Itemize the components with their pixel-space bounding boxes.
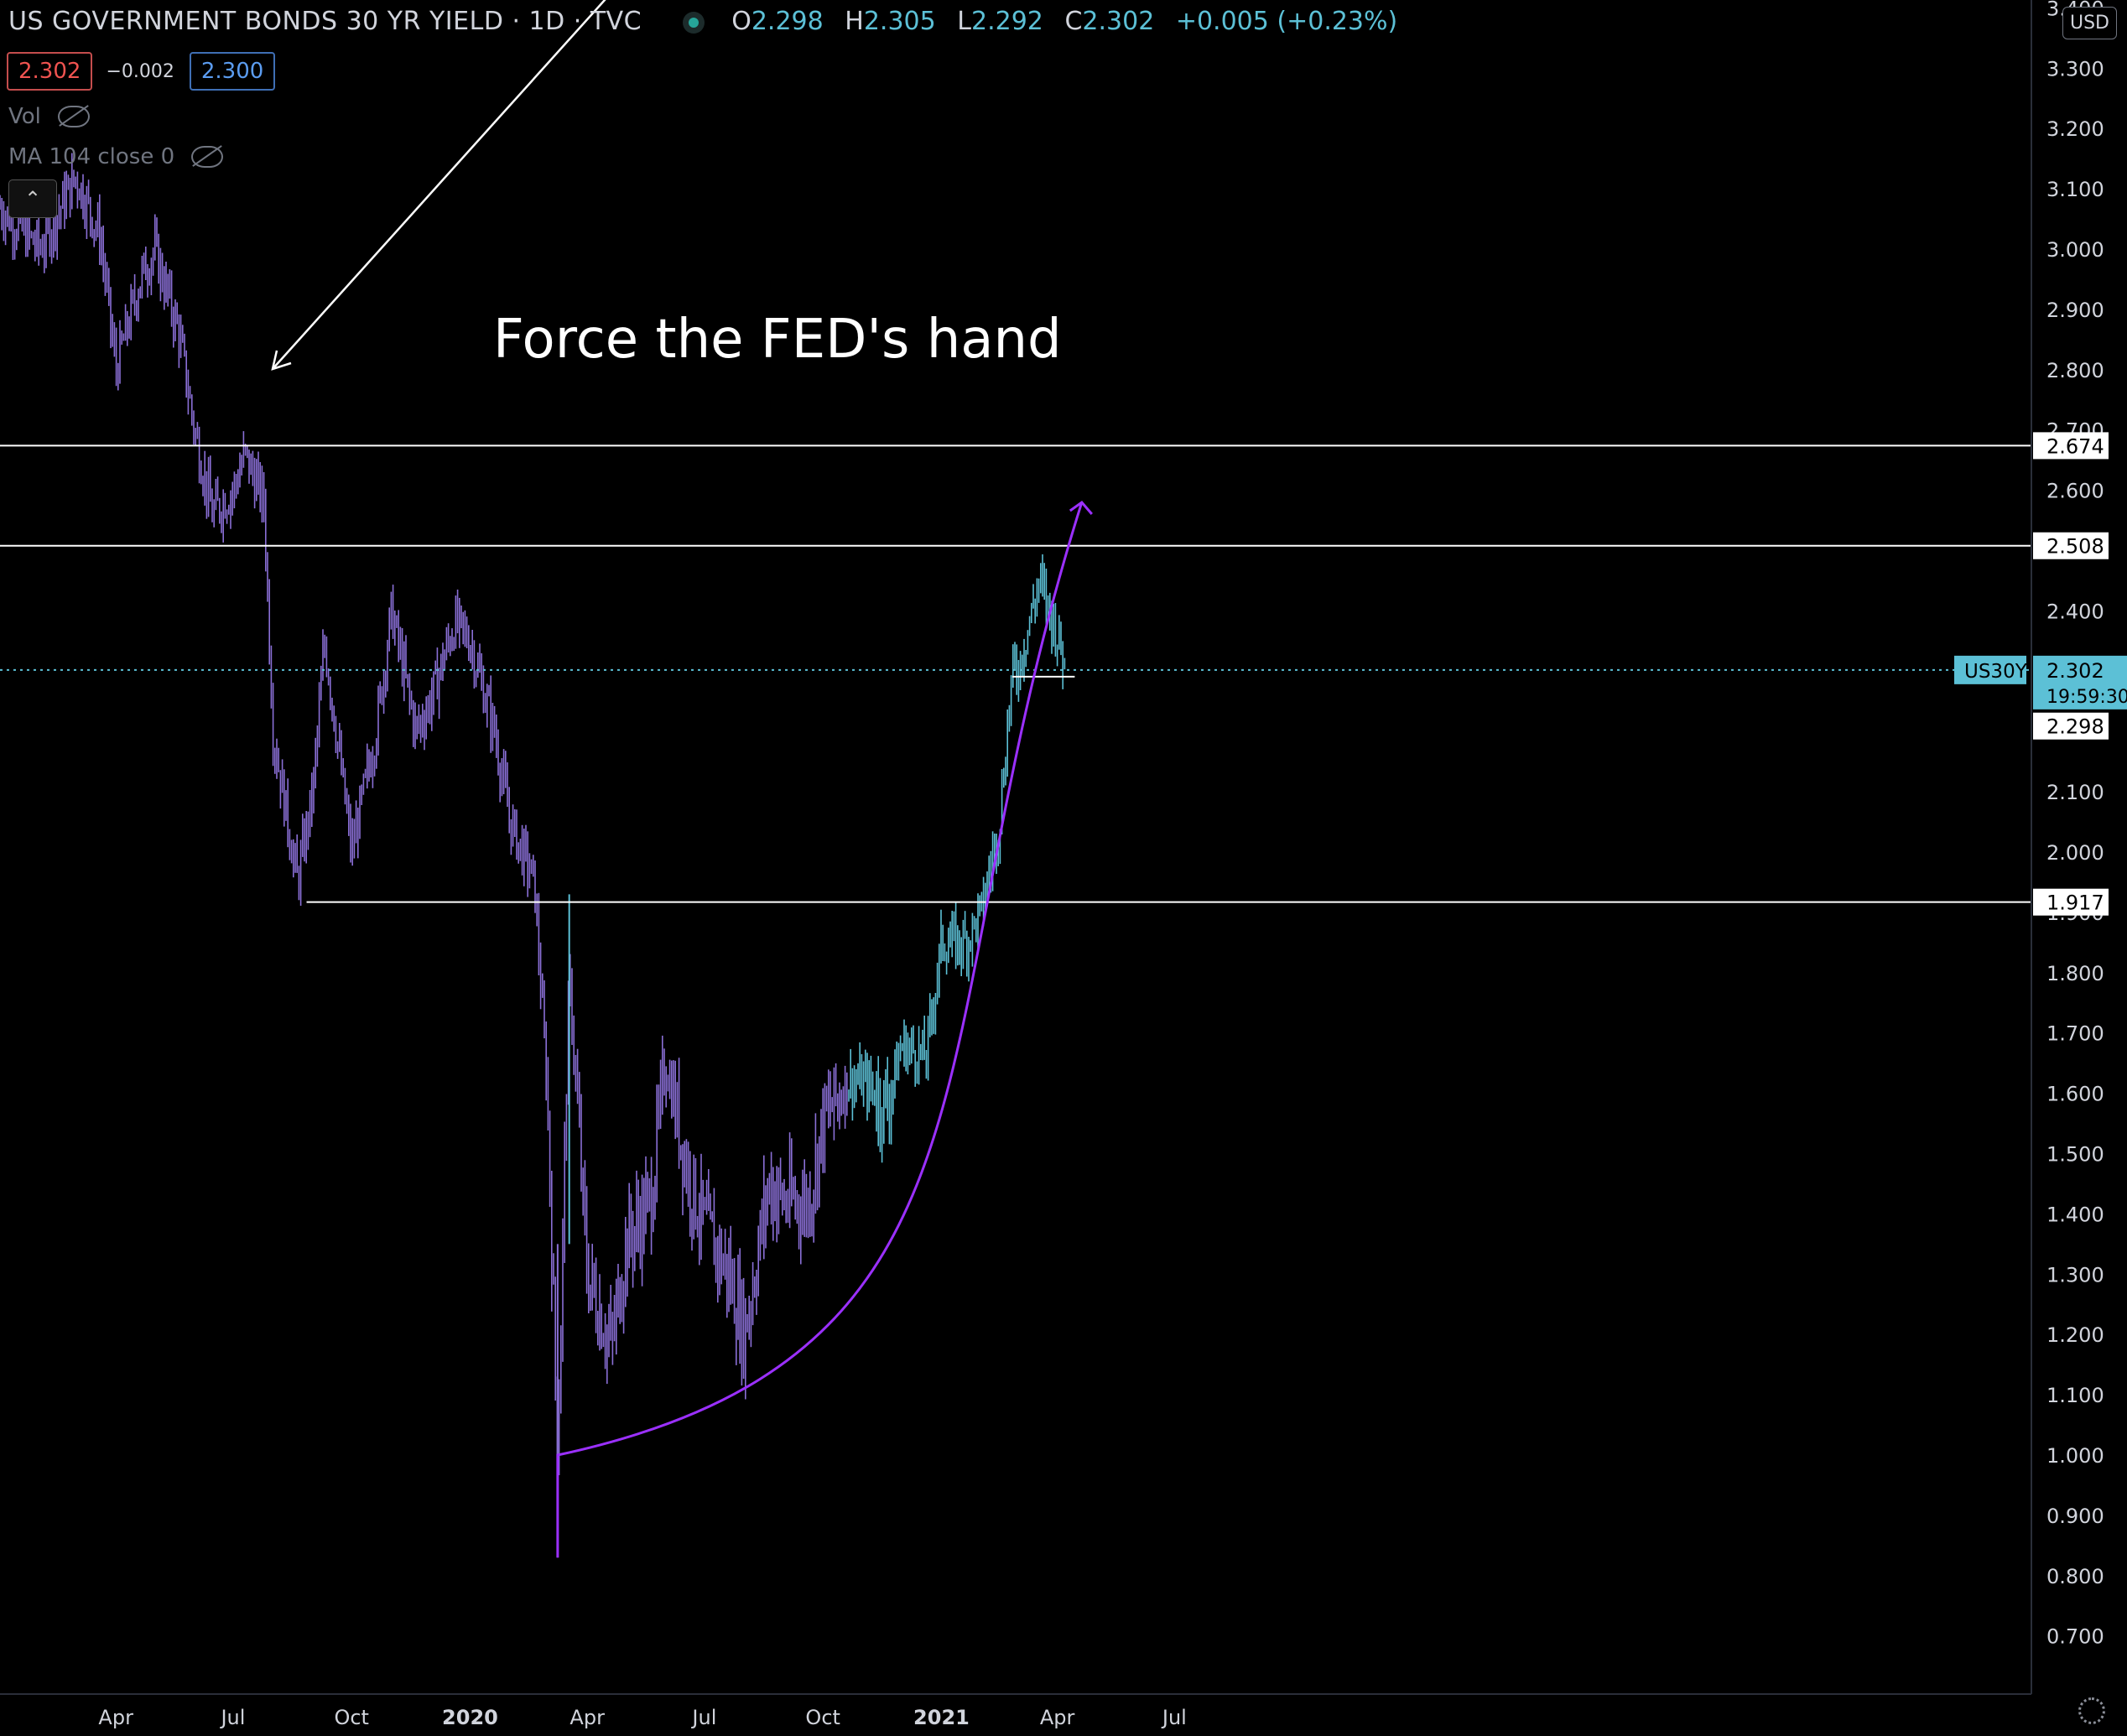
ma-label: MA 104 close 0 (8, 144, 175, 169)
price-tick-label: 2.900 (2046, 299, 2104, 322)
candlestick-series (0, 153, 1066, 1558)
price-tick-label: 1.600 (2046, 1083, 2104, 1106)
price-tick-label: 3.300 (2046, 57, 2104, 81)
price-tick-label: 2.000 (2046, 841, 2104, 865)
collapse-legend-button[interactable]: ⌃ (8, 179, 57, 218)
time-tick-label: Oct (805, 1706, 840, 1729)
price-tick-label: 3.200 (2046, 117, 2104, 141)
parabolic-curve (556, 502, 1084, 1558)
price-tags: 2.674 2.508 1.917 US30Y 2.302 19:59:30 2.298 (1954, 432, 2127, 916)
low-label: L (957, 7, 971, 36)
annotation-arrow (272, 0, 606, 370)
open-label: O (731, 7, 751, 36)
level-tag (2033, 532, 2109, 559)
level-tag (2033, 432, 2109, 460)
close-label: C (1064, 7, 1083, 36)
low-value: 2.292 (971, 7, 1043, 36)
level-tag-label: 2.674 (2046, 434, 2104, 458)
price-tick-label: 2.600 (2046, 480, 2104, 503)
symbol-title[interactable]: US GOVERNMENT BONDS 30 YR YIELD · 1D · T… (8, 7, 642, 36)
price-tick-label: 1.000 (2046, 1444, 2104, 1468)
curve-arrowhead (1069, 500, 1093, 515)
high-value: 2.305 (863, 7, 936, 36)
volume-label: Vol (8, 104, 41, 129)
horizontal-levels (0, 444, 2031, 903)
time-tick-label: Apr (98, 1706, 133, 1729)
price-tick-label: 0.700 (2046, 1625, 2104, 1649)
hidden-eye-icon[interactable] (57, 106, 90, 127)
time-tick-label: Apr (1040, 1706, 1075, 1729)
symbol-legend[interactable]: US GOVERNMENT BONDS 30 YR YIELD · 1D · T… (8, 7, 1397, 36)
price-tick-label: 0.800 (2046, 1565, 2104, 1588)
annotation-arrowhead (271, 350, 292, 371)
price-axis[interactable]: 0.700 0.800 0.900 1.000 1.100 1.200 1.300 1.400… (2046, 0, 2104, 1649)
sell-button[interactable]: 2.302 (7, 52, 93, 91)
close-value: 2.302 (1082, 7, 1155, 36)
spread-value: −0.002 (106, 60, 174, 82)
level-tag (2033, 888, 2109, 916)
price-tick-label: 3.000 (2046, 238, 2104, 262)
trade-buttons: 2.302 −0.002 2.300 (7, 52, 276, 91)
price-tick-label: 1.200 (2046, 1323, 2104, 1347)
time-axis[interactable]: Apr Jul Oct 2020 Apr Jul Oct 2021 Apr Jul (98, 1706, 1186, 1729)
level-tag-label: 1.917 (2046, 891, 2104, 915)
ma-indicator[interactable]: MA 104 close 0 (8, 144, 224, 169)
time-tick-label: Jul (1161, 1706, 1187, 1729)
currency-label[interactable]: USD (2062, 7, 2117, 39)
open-price-tag (2033, 712, 2109, 740)
time-tick-label: Oct (334, 1706, 369, 1729)
current-price-label: 2.302 (2046, 659, 2104, 683)
time-tick-label: Apr (569, 1706, 605, 1729)
open-value: 2.298 (751, 7, 824, 36)
time-tick-label: 2021 (913, 1706, 970, 1729)
price-tick-label: 1.400 (2046, 1203, 2104, 1226)
change-value: +0.005 (+0.23%) (1175, 7, 1398, 36)
price-tick-label: 3.100 (2046, 178, 2104, 201)
annotation-text[interactable]: Force the FED's hand (493, 309, 1062, 371)
market-status-icon (688, 17, 699, 28)
level-tag-label: 2.508 (2046, 535, 2104, 559)
ticker-tag-label: US30Y (1964, 661, 2028, 683)
price-tick-label: 2.800 (2046, 359, 2104, 382)
time-tick-label: 2020 (442, 1706, 498, 1729)
price-tick-label: 1.800 (2046, 962, 2104, 985)
price-tick-label: 2.100 (2046, 781, 2104, 804)
ticker-tag (1954, 655, 2026, 684)
price-tick-label: 2.400 (2046, 600, 2104, 623)
time-tick-label: Jul (219, 1706, 245, 1729)
high-label: H (845, 7, 864, 36)
price-tick-label: 1.700 (2046, 1022, 2104, 1046)
current-price-tag (2033, 655, 2127, 709)
price-tick-label: 1.300 (2046, 1263, 2104, 1286)
hidden-eye-icon[interactable] (191, 146, 224, 168)
gear-icon[interactable] (2078, 1697, 2105, 1724)
open-price-label: 2.298 (2046, 715, 2104, 739)
price-tick-label: 1.100 (2046, 1384, 2104, 1407)
time-tick-label: Jul (690, 1706, 716, 1729)
bar-countdown-label: 19:59:30 (2046, 687, 2127, 708)
price-tick-label: 0.900 (2046, 1505, 2104, 1528)
buy-button[interactable]: 2.300 (189, 52, 276, 91)
volume-indicator[interactable]: Vol (8, 104, 90, 129)
price-tick-label: 1.500 (2046, 1143, 2104, 1167)
